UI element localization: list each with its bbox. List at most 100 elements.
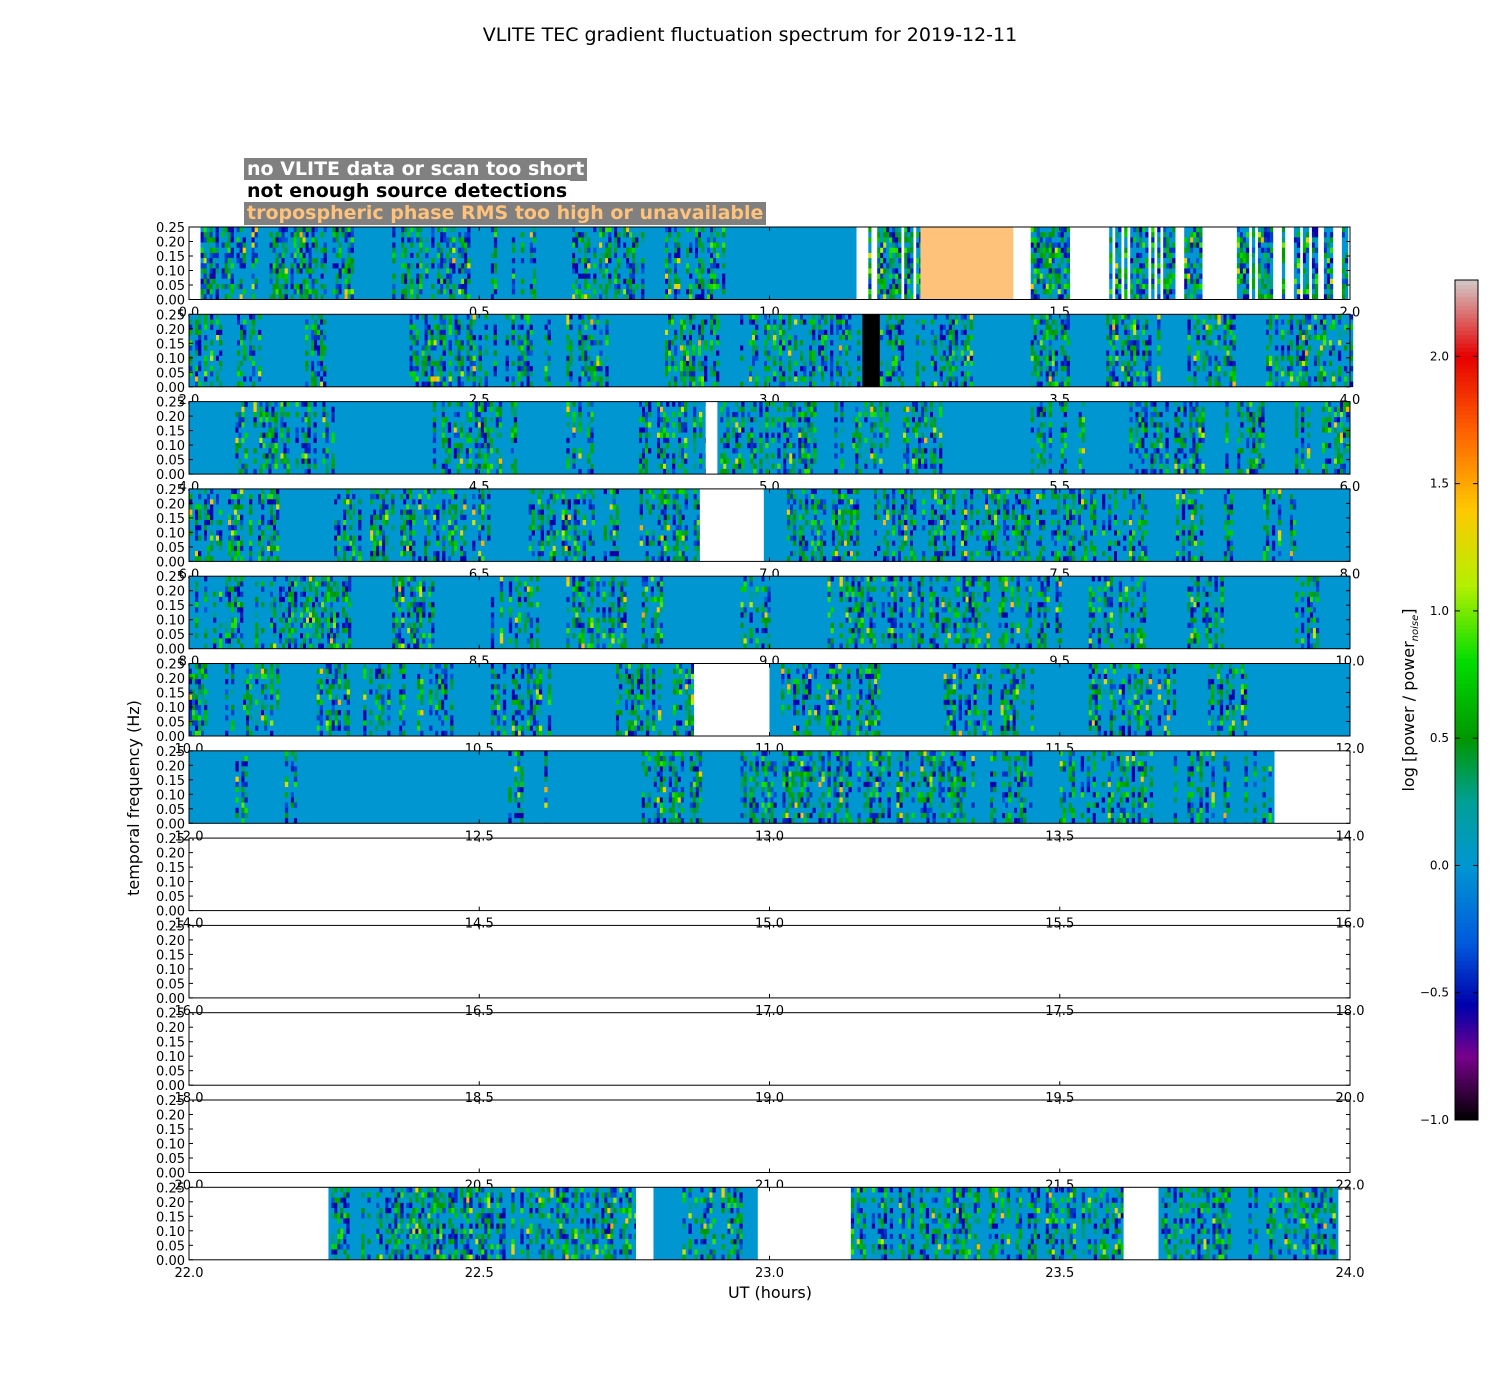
heat-cell	[275, 227, 279, 233]
heat-cell	[773, 355, 777, 362]
heat-cell	[323, 273, 327, 280]
heat-cell	[581, 263, 585, 269]
heat-cell	[674, 283, 678, 290]
heat-cell	[1344, 273, 1349, 280]
heat-cell	[1145, 273, 1149, 280]
heat-cell	[566, 345, 570, 351]
heat-cell	[457, 360, 461, 367]
heat-cell	[404, 252, 408, 259]
heat-cell	[668, 283, 672, 290]
heat-cell	[460, 371, 464, 377]
heat-cell	[581, 273, 585, 280]
heat-cell	[635, 227, 639, 233]
heat-cell	[347, 289, 351, 295]
heat-cell	[779, 376, 783, 382]
heat-cell	[1115, 335, 1119, 341]
heat-cell	[517, 329, 521, 336]
heat-cell	[1042, 227, 1047, 233]
heat-cell	[960, 355, 965, 362]
heat-cell	[311, 329, 315, 336]
heat-cell	[195, 340, 199, 346]
heat-cell	[752, 366, 756, 372]
heat-cell	[614, 263, 618, 269]
heat-cell	[572, 263, 576, 269]
heat-cell	[1268, 381, 1273, 388]
heat-cell	[894, 340, 899, 346]
heat-cell	[767, 355, 771, 362]
heat-cell	[1157, 319, 1161, 325]
heat-cell	[195, 345, 199, 351]
heat-cell	[954, 340, 959, 346]
heat-cell	[224, 289, 228, 295]
heat-cell	[452, 252, 456, 259]
heat-cell	[716, 283, 720, 290]
heat-cell	[665, 263, 669, 269]
heat-cell	[1187, 283, 1191, 290]
heat-cell	[1109, 319, 1113, 325]
heat-cell	[1039, 340, 1044, 346]
heat-cell	[1208, 366, 1212, 372]
heat-cell	[210, 345, 214, 351]
heat-cell	[425, 294, 429, 300]
heat-cell	[1298, 350, 1303, 357]
heat-cell	[1172, 242, 1176, 249]
heat-cell	[930, 381, 935, 388]
heat-cell	[898, 258, 902, 264]
heat-cell	[493, 263, 498, 269]
heat-cell	[1341, 252, 1346, 259]
heat-cell	[686, 278, 690, 285]
heat-cell	[689, 366, 693, 372]
heat-cell	[593, 350, 597, 357]
heat-cell	[1214, 371, 1218, 377]
heat-cell	[1133, 381, 1137, 388]
heat-cell	[493, 242, 498, 249]
heat-cell	[1048, 366, 1053, 372]
heat-cell	[1121, 324, 1125, 331]
heat-cell	[511, 335, 515, 341]
heat-cell	[713, 227, 717, 233]
heat-cell	[1066, 335, 1071, 341]
heat-cell	[626, 289, 630, 295]
heat-cell	[641, 242, 645, 249]
heat-cell	[1245, 273, 1250, 280]
heat-cell	[314, 242, 318, 249]
heat-cell	[478, 355, 482, 362]
heat-cell	[868, 263, 872, 269]
heat-cell	[236, 242, 240, 249]
heat-cell	[1319, 371, 1324, 377]
heat-cell	[305, 345, 309, 351]
heat-cell	[1121, 350, 1125, 357]
heat-cell	[1269, 283, 1274, 290]
heat-cell	[1314, 294, 1319, 300]
heat-cell	[1030, 371, 1035, 377]
heat-cell	[440, 268, 444, 274]
heat-cell	[1033, 227, 1038, 233]
heat-cell	[314, 350, 318, 357]
heat-cell	[1063, 355, 1068, 362]
heat-cell	[311, 242, 315, 249]
heat-cell	[1298, 340, 1303, 346]
heat-cell	[755, 381, 759, 388]
heat-cell	[740, 340, 744, 346]
heat-cell	[584, 268, 588, 274]
heat-cell	[1229, 355, 1233, 362]
heat-cell	[1311, 294, 1316, 300]
heat-cell	[587, 258, 591, 264]
heat-cell	[1121, 376, 1125, 382]
heat-cell	[1344, 289, 1349, 295]
heat-cell	[1208, 345, 1212, 351]
heat-cell	[767, 345, 771, 351]
heat-cell	[824, 366, 828, 372]
heat-cell	[1133, 242, 1137, 249]
heat-cell	[1329, 252, 1334, 259]
heat-cell	[587, 376, 591, 382]
heat-cell	[439, 381, 443, 388]
heat-cell	[511, 237, 516, 243]
heat-cell	[1115, 283, 1119, 290]
heat-cell	[1066, 263, 1071, 269]
heat-cell	[632, 237, 636, 243]
heat-cell	[189, 366, 193, 372]
heat-cell	[1048, 355, 1053, 362]
heat-cell	[895, 273, 899, 280]
heat-cell	[523, 314, 527, 320]
